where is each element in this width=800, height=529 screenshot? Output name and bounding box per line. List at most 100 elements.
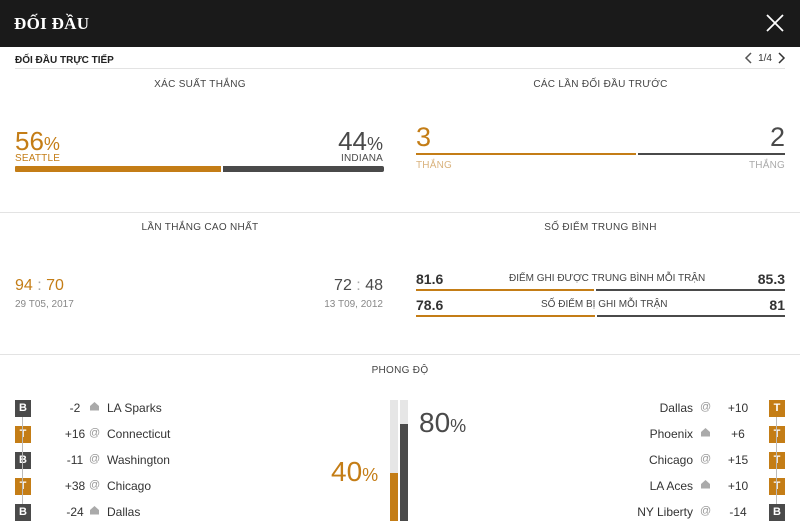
form-row: T +16@ Connecticut: [15, 426, 215, 444]
result-badge: B: [15, 452, 31, 469]
h2h-title: CÁC LẦN ĐỐI ĐẦU TRƯỚC: [533, 79, 668, 90]
page-indicator: 1/4: [758, 52, 772, 64]
home-icon: [89, 402, 100, 414]
result-badge: T: [769, 400, 785, 417]
home-icon: [700, 428, 711, 440]
form-left-track: [390, 400, 398, 521]
form-right-track: [400, 400, 408, 521]
score-diff: +6: [731, 427, 745, 441]
modal-header: ĐỐI ĐẦU: [0, 0, 800, 47]
result-badge: T: [15, 478, 31, 495]
avg-row-scored: 81.6 ĐIỂM GHI ĐƯỢC TRUNG BÌNH MỖI TRẬN 8…: [416, 271, 785, 291]
avg-conceded-right: 81: [769, 297, 785, 313]
home-icon: [700, 480, 711, 492]
form-row: B -2 LA Sparks: [15, 400, 215, 418]
h2h-left-bar: [416, 153, 636, 155]
opponent-name: Connecticut: [107, 427, 171, 441]
avg-scored-right: 85.3: [757, 271, 785, 287]
away-icon: @: [89, 479, 101, 491]
form-left-fill: [390, 473, 398, 521]
win-prob-left-bar: [15, 166, 221, 172]
home-icon: [89, 506, 100, 518]
biggest-win-right-score: 72 : 48: [334, 277, 383, 294]
opponent-name: Dallas: [107, 505, 141, 519]
section-label: ĐỐI ĐẦU TRỰC TIẾP: [15, 55, 114, 66]
win-prob-right-team: INDIANA: [341, 153, 383, 164]
avg-scored-left-bar: [416, 289, 594, 291]
opponent-name: LA Sparks: [107, 401, 162, 415]
avg-conceded-left-bar: [416, 315, 595, 317]
biggest-win-title: LẦN THẮNG CAO NHẤT: [141, 222, 259, 233]
opponent-name: LA Aces: [649, 479, 693, 493]
score-diff: -14: [729, 505, 747, 519]
result-badge: T: [15, 426, 31, 443]
opponent-name: Phoenix: [649, 427, 693, 441]
close-icon[interactable]: [764, 12, 786, 34]
divider: [0, 354, 800, 355]
avg-scored-label: ĐIỂM GHI ĐƯỢC TRUNG BÌNH MỖI TRẬN: [509, 273, 706, 284]
h2h-left-value: 3: [416, 122, 432, 152]
win-prob-left-value: 56%: [15, 126, 60, 156]
form-row: B -24 Dallas: [15, 504, 215, 522]
form-right-fill: [400, 424, 408, 521]
score-diff: -2: [69, 401, 81, 415]
badge-connector: [776, 417, 777, 504]
biggest-win-left-date: 29 T05, 2017: [15, 299, 74, 310]
chevron-left-icon[interactable]: [744, 52, 754, 64]
away-icon: @: [89, 453, 101, 465]
score-diff: -24: [66, 505, 84, 519]
opponent-name: Chicago: [107, 479, 152, 493]
chevron-right-icon[interactable]: [776, 52, 786, 64]
form-right-pct: 80%: [419, 407, 467, 438]
win-prob-right-value: 44%: [338, 126, 383, 156]
divider: [0, 212, 800, 213]
opponent-name: Washington: [107, 453, 170, 467]
form-title: PHONG ĐỘ: [371, 365, 429, 376]
form-row: B -11 @ Washington: [15, 452, 215, 470]
pager: 1/4: [744, 52, 786, 64]
form-row: Phoenix +6 T: [585, 426, 785, 444]
away-icon: @: [700, 453, 712, 465]
h2h-left-label: THẮNG: [416, 160, 452, 171]
win-prob-left-team: SEATTLE: [15, 153, 61, 164]
away-icon: @: [700, 505, 712, 517]
h2h-right-bar: [638, 153, 785, 155]
avg-scored-right-bar: [596, 289, 785, 291]
form-left-pct: 40%: [331, 456, 379, 487]
score-diff: +10: [727, 401, 749, 415]
averages-title: SỐ ĐIỂM TRUNG BÌNH: [544, 222, 657, 233]
avg-conceded-right-bar: [597, 315, 785, 317]
section-bar: ĐỐI ĐẦU TRỰC TIẾP 1/4: [0, 47, 800, 69]
form-row: LA Aces +10 T: [585, 478, 785, 496]
h2h-right-value: 2: [769, 122, 785, 152]
win-prob-right-bar: [223, 166, 384, 172]
result-badge: T: [769, 452, 785, 469]
divider: [15, 68, 785, 69]
result-badge: B: [15, 504, 31, 521]
score-diff: +15: [727, 453, 749, 467]
opponent-name: Chicago: [648, 453, 693, 467]
avg-row-conceded: 78.6 SỐ ĐIỂM BỊ GHI MỖI TRẬN 81: [416, 297, 785, 317]
result-badge: B: [769, 504, 785, 521]
opponent-name: Dallas: [659, 401, 693, 415]
score-diff: +16: [64, 427, 86, 441]
result-badge: T: [769, 478, 785, 495]
modal-title: ĐỐI ĐẦU: [14, 14, 90, 33]
win-prob-title: XÁC SUẤT THẮNG: [154, 79, 246, 90]
form-row: Dallas @ +10 T: [585, 400, 785, 418]
avg-scored-left: 81.6: [416, 271, 444, 287]
biggest-win-right-date: 13 T09, 2012: [324, 299, 383, 310]
opponent-name: NY Liberty: [637, 505, 693, 519]
score-diff: -11: [66, 453, 84, 467]
biggest-win-left-score: 94 : 70: [15, 277, 64, 294]
form-row: NY Liberty @ -14 B: [585, 504, 785, 522]
avg-conceded-label: SỐ ĐIỂM BỊ GHI MỖI TRẬN: [541, 299, 668, 310]
h2h-right-label: THẮNG: [749, 160, 785, 171]
score-diff: +38: [64, 479, 86, 493]
form-row: T +38@ Chicago: [15, 478, 215, 496]
badge-connector: [22, 417, 23, 504]
result-badge: T: [769, 426, 785, 443]
result-badge: B: [15, 400, 31, 417]
avg-conceded-left: 78.6: [416, 297, 444, 313]
away-icon: @: [700, 401, 712, 413]
